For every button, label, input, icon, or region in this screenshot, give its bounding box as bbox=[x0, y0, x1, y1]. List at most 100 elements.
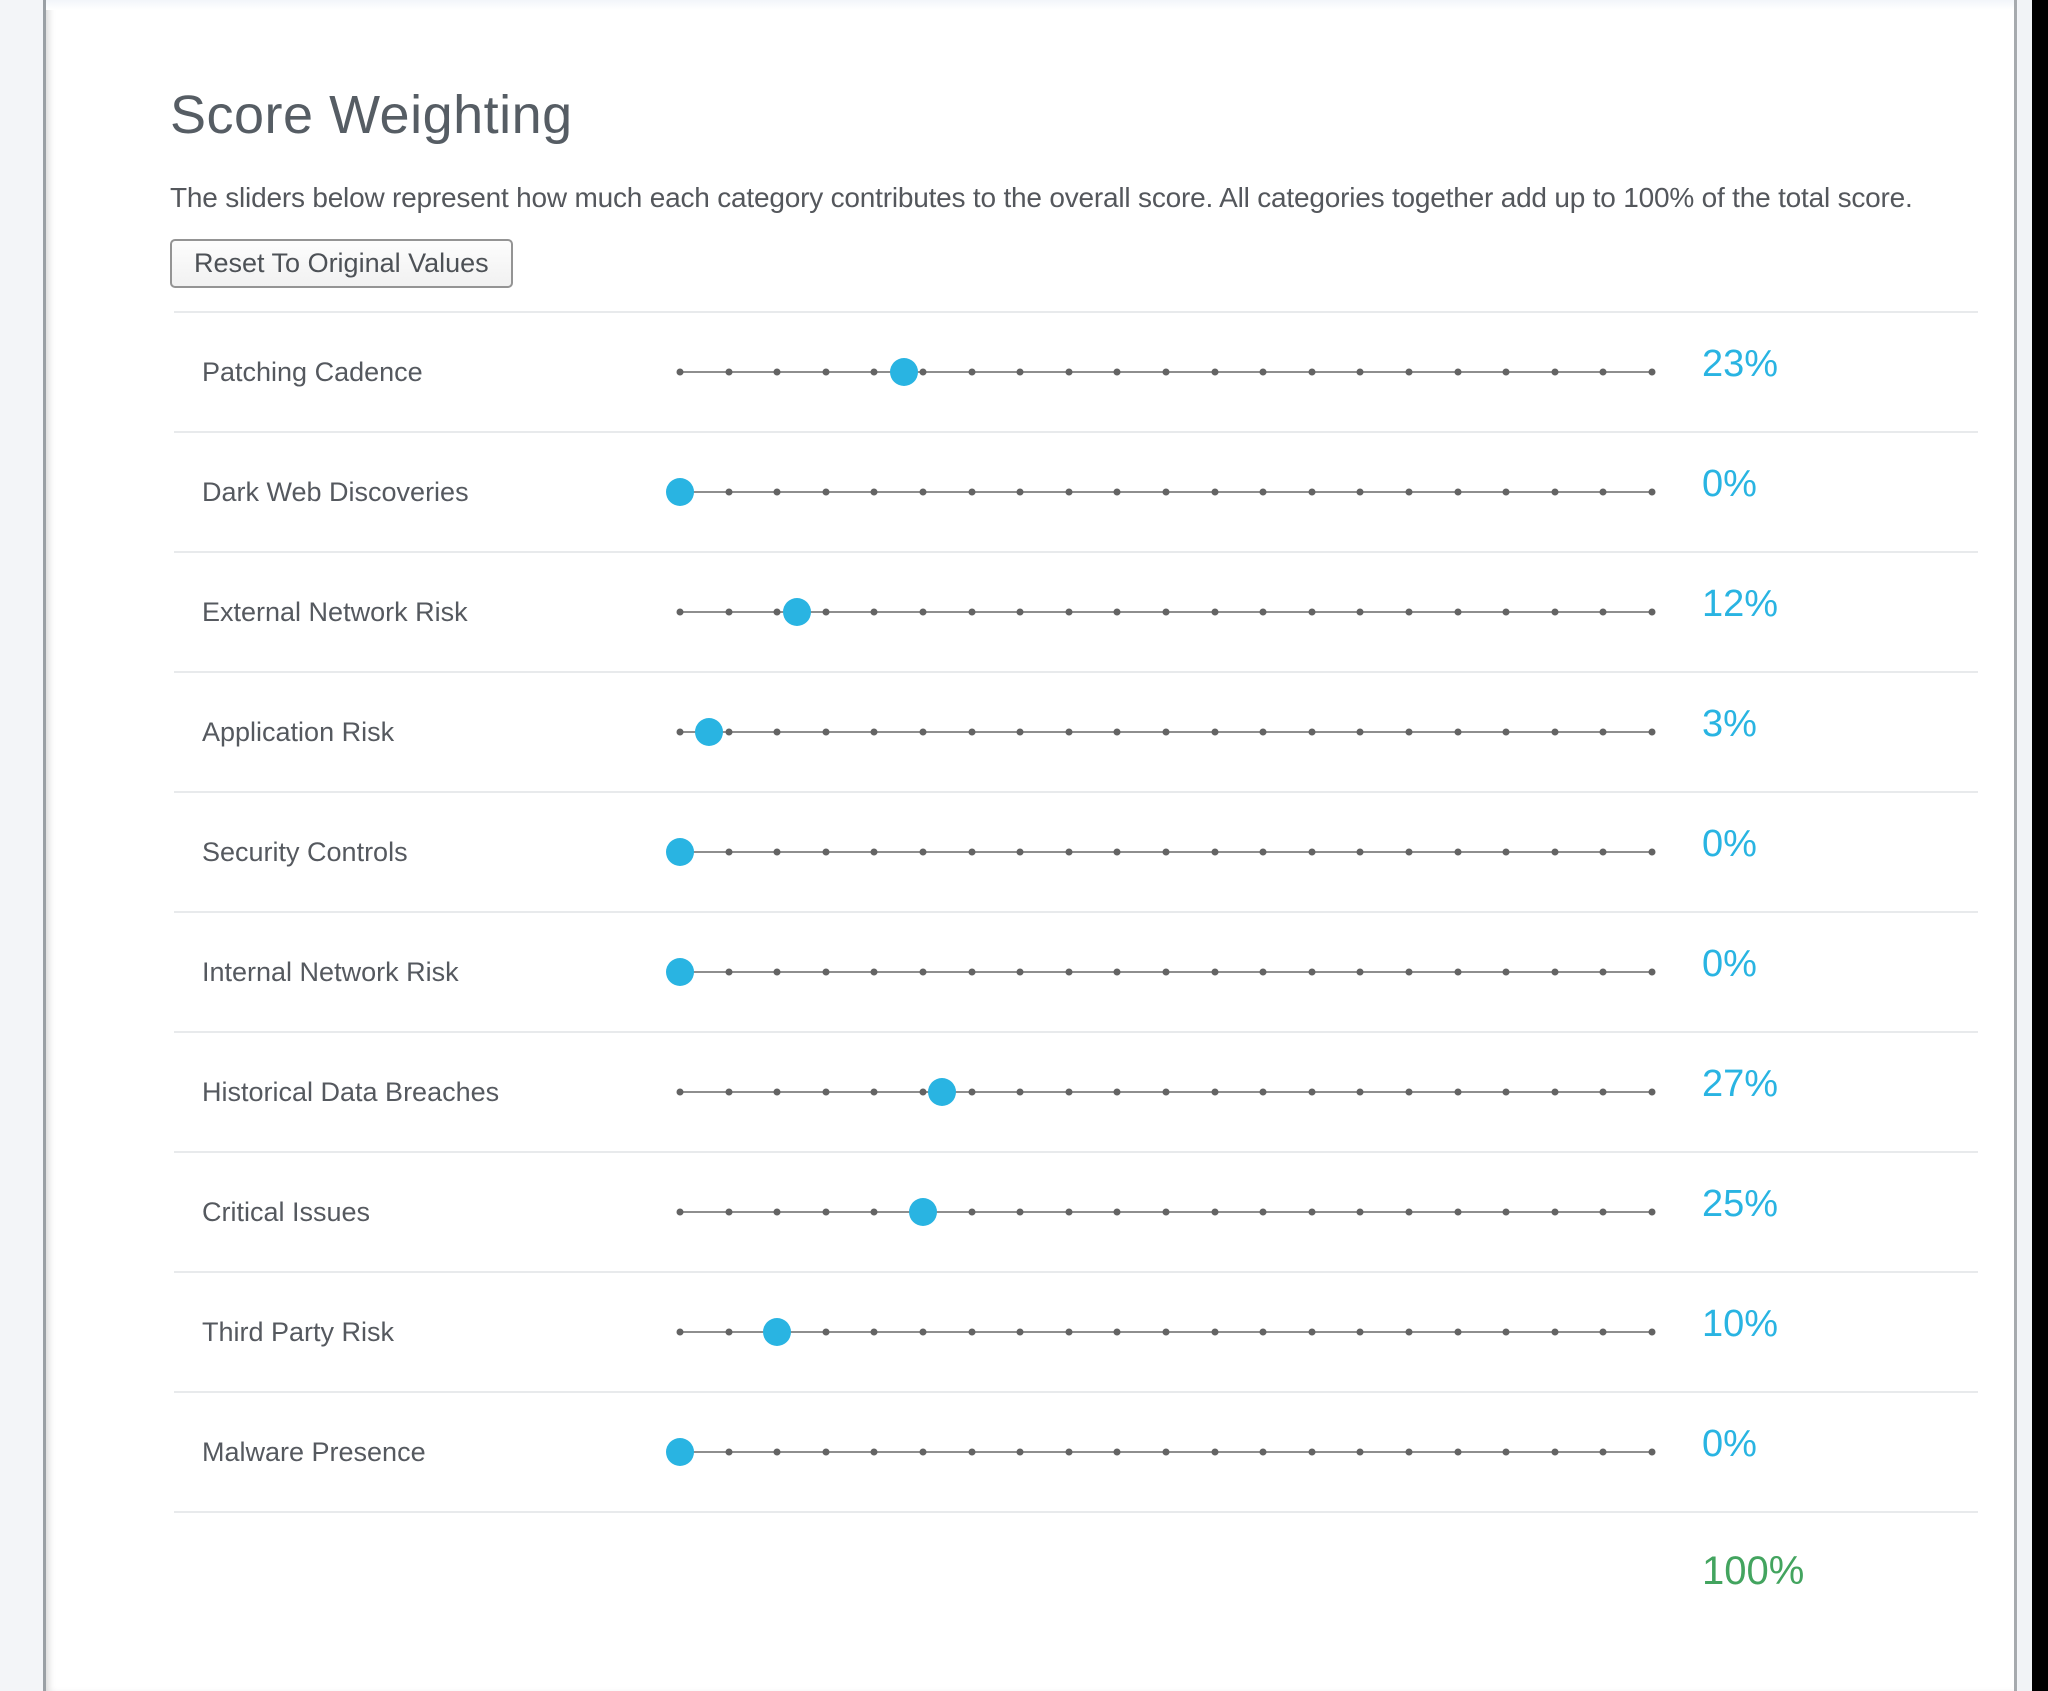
slider-tick bbox=[968, 1448, 976, 1456]
screen-edge bbox=[2032, 0, 2048, 1691]
slider-tick bbox=[1551, 728, 1559, 736]
slider-tick bbox=[1502, 488, 1510, 496]
weight-slider[interactable] bbox=[666, 1437, 1656, 1467]
score-weighting-panel: Score Weighting The sliders below repres… bbox=[43, 0, 2017, 1691]
slider-handle[interactable] bbox=[666, 478, 694, 506]
slider-tick bbox=[1454, 728, 1462, 736]
slider-tick bbox=[1308, 608, 1316, 616]
slider-tick bbox=[1308, 968, 1316, 976]
slider-tick bbox=[1162, 1328, 1170, 1336]
slider-tick bbox=[1599, 848, 1607, 856]
slider-tick bbox=[870, 848, 878, 856]
slider-tick bbox=[1016, 368, 1024, 376]
slider-tick bbox=[1454, 1208, 1462, 1216]
category-value: 23% bbox=[1702, 342, 1779, 385]
slider-tick bbox=[1211, 1328, 1219, 1336]
slider-tick bbox=[676, 728, 684, 736]
slider-tick bbox=[773, 608, 781, 616]
slider-tick bbox=[1405, 1448, 1413, 1456]
category-row: Dark Web Discoveries 0% bbox=[174, 431, 1978, 551]
slider-tick bbox=[725, 848, 733, 856]
slider-handle[interactable] bbox=[782, 598, 811, 626]
slider-tick bbox=[1599, 488, 1607, 496]
slider-handle[interactable] bbox=[889, 358, 918, 386]
slider-tick bbox=[676, 1088, 684, 1096]
reset-button[interactable]: Reset To Original Values bbox=[170, 239, 513, 288]
slider-tick bbox=[1405, 728, 1413, 736]
slider-tick bbox=[1211, 728, 1219, 736]
slider-tick bbox=[1259, 1448, 1267, 1456]
slider-tick bbox=[1065, 368, 1073, 376]
slider-tick bbox=[1551, 848, 1559, 856]
slider-tick bbox=[1405, 1208, 1413, 1216]
slider-tick bbox=[1648, 848, 1656, 856]
category-label: Third Party Risk bbox=[202, 1316, 395, 1347]
slider-tick bbox=[1162, 488, 1170, 496]
slider-tick bbox=[1648, 1208, 1656, 1216]
slider-tick bbox=[822, 1448, 830, 1456]
slider-tick bbox=[773, 1448, 781, 1456]
slider-tick bbox=[1308, 368, 1316, 376]
slider-tick bbox=[1599, 968, 1607, 976]
slider-handle[interactable] bbox=[763, 1318, 792, 1346]
slider-tick bbox=[1648, 968, 1656, 976]
slider-tick bbox=[1113, 848, 1121, 856]
slider-tick bbox=[968, 368, 976, 376]
weight-slider[interactable] bbox=[676, 597, 1656, 627]
weight-slider[interactable] bbox=[666, 837, 1656, 867]
weight-slider[interactable] bbox=[666, 477, 1656, 507]
slider-tick bbox=[1211, 368, 1219, 376]
slider-tick bbox=[676, 608, 684, 616]
slider-tick bbox=[1308, 848, 1316, 856]
slider-handle[interactable] bbox=[928, 1078, 957, 1106]
slider-tick bbox=[773, 848, 781, 856]
slider-tick bbox=[1259, 728, 1267, 736]
slider-tick bbox=[1308, 1208, 1316, 1216]
slider-tick bbox=[1502, 728, 1510, 736]
slider-tick bbox=[1356, 848, 1364, 856]
slider-handle[interactable] bbox=[666, 838, 694, 866]
weight-slider[interactable] bbox=[666, 957, 1656, 987]
slider-tick bbox=[822, 848, 830, 856]
slider-tick bbox=[1551, 968, 1559, 976]
slider-tick bbox=[870, 1448, 878, 1456]
slider-tick bbox=[1259, 608, 1267, 616]
slider-tick bbox=[1599, 1088, 1607, 1096]
category-value: 0% bbox=[1702, 462, 1757, 505]
slider-tick bbox=[822, 488, 830, 496]
weight-slider[interactable] bbox=[676, 1077, 1656, 1107]
slider-tick bbox=[1016, 1088, 1024, 1096]
slider-handle[interactable] bbox=[666, 958, 694, 986]
slider-tick bbox=[1065, 848, 1073, 856]
slider-tick bbox=[1454, 488, 1462, 496]
slider-tick bbox=[1502, 848, 1510, 856]
category-value: 27% bbox=[1702, 1062, 1779, 1105]
slider-tick bbox=[1356, 1088, 1364, 1096]
slider-tick bbox=[1551, 608, 1559, 616]
slider-tick bbox=[773, 1208, 781, 1216]
total-row: 100% bbox=[174, 1511, 1978, 1686]
slider-tick bbox=[1551, 488, 1559, 496]
slider-tick bbox=[1454, 848, 1462, 856]
slider-tick bbox=[1211, 1088, 1219, 1096]
slider-tick bbox=[1162, 848, 1170, 856]
slider-tick bbox=[919, 1088, 927, 1096]
slider-tick bbox=[870, 368, 878, 376]
slider-handle[interactable] bbox=[666, 1438, 694, 1466]
slider-tick bbox=[1162, 968, 1170, 976]
slider-tick bbox=[1405, 968, 1413, 976]
weight-slider[interactable] bbox=[676, 717, 1656, 747]
slider-tick bbox=[1162, 1448, 1170, 1456]
slider-handle[interactable] bbox=[909, 1198, 937, 1226]
category-row: Third Party Risk 10% bbox=[174, 1271, 1978, 1391]
slider-tick bbox=[1405, 1328, 1413, 1336]
slider-tick bbox=[870, 1328, 878, 1336]
weight-slider[interactable] bbox=[676, 1317, 1656, 1347]
category-label: Security Controls bbox=[202, 836, 408, 867]
slider-tick bbox=[1162, 368, 1170, 376]
weight-slider[interactable] bbox=[676, 357, 1656, 387]
slider-tick bbox=[1162, 1088, 1170, 1096]
slider-tick bbox=[1405, 488, 1413, 496]
weight-slider[interactable] bbox=[676, 1197, 1656, 1227]
slider-handle[interactable] bbox=[695, 718, 724, 746]
